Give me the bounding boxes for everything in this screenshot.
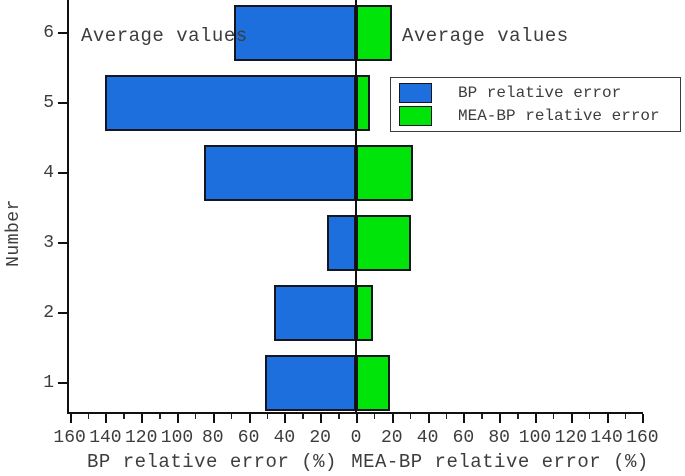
x-tick-label-left-40: 40 [273,428,296,448]
legend: BP relative error MEA-BP relative error [390,77,681,132]
x-major-tick-right-20 [391,414,394,423]
x-tick-label-left-120: 120 [124,428,158,448]
x-major-tick-left-40 [284,414,287,423]
x-minor-tick-left-70 [230,414,233,419]
x-major-tick-right-80 [499,414,502,423]
bar-bp-number-1 [264,355,356,411]
x-tick-label-right-140: 140 [590,428,623,448]
x-major-tick-left-60 [248,414,251,423]
x-tick-label-left-140: 140 [89,428,122,448]
x-minor-tick-left-130 [123,414,125,419]
x-minor-tick-right-50 [445,414,447,419]
y-tick-2 [58,312,67,314]
x-minor-tick-left-150 [87,414,89,419]
x-major-tick-left-140 [105,414,108,423]
x-minor-tick-right-150 [624,414,626,419]
bar-bp-number-5 [105,75,356,131]
bar-mea-bp-number-4 [356,145,414,201]
legend-entry-mea-bp: MEA-BP relative error [399,106,672,126]
bar-bp-number-4 [203,145,356,201]
x-minor-tick-right-30 [409,414,412,419]
x-major-tick-left-160 [69,414,72,423]
bar-bp-number-6 [234,5,356,61]
x-major-tick-left-20 [320,414,323,423]
y-tick-6 [58,32,67,34]
x-minor-tick-left-110 [159,414,161,419]
x-major-tick-left-100 [177,414,179,423]
x-tick-label-left-20: 20 [309,428,331,448]
x-minor-tick-left-10 [338,414,340,419]
legend-label-mea-bp: MEA-BP relative error [458,107,660,125]
y-tick-5 [58,102,67,104]
annotation-average-values-left: Average values [81,25,248,47]
x-tick-label-left-160: 160 [53,428,86,448]
y-tick-label-4: 4 [43,163,54,183]
x-major-tick-right-160 [642,414,645,423]
zero-axis-line [355,0,357,414]
y-tick-1 [58,382,67,384]
x-minor-tick-right-90 [517,414,519,419]
x-major-tick-0 [356,414,358,423]
x-tick-label-right-160: 160 [626,428,659,448]
x-axis-title-left: BP relative error (%) [87,451,337,473]
annotation-average-values-right: Average values [402,25,569,47]
bar-mea-bp-number-3 [356,215,412,271]
x-tick-label-right-60: 60 [452,428,475,448]
legend-entry-bp: BP relative error [399,83,672,103]
x-tick-label-right-80: 80 [488,428,510,448]
x-major-tick-right-120 [570,414,573,423]
x-tick-label-left-60: 60 [237,428,260,448]
bar-mea-bp-number-1 [356,355,390,411]
y-tick-label-3: 3 [43,233,54,253]
legend-swatch-mea-bp [399,106,432,126]
x-minor-tick-left-30 [302,414,304,419]
y-tick-label-2: 2 [43,303,54,323]
x-minor-tick-right-130 [588,414,591,419]
bar-bp-number-2 [273,285,356,341]
x-minor-tick-right-70 [481,414,483,419]
y-tick-3 [58,242,67,244]
x-minor-tick-left-50 [266,414,268,419]
x-major-tick-left-120 [141,414,144,423]
y-tick-label-1: 1 [43,373,54,393]
x-minor-tick-left-90 [194,414,197,419]
x-tick-label-right-120: 120 [554,428,587,448]
bar-bp-number-3 [327,215,356,271]
y-tick-4 [58,172,67,174]
y-axis-line [67,0,69,414]
bar-mea-bp-number-5 [356,75,371,131]
x-minor-tick-right-110 [552,414,555,419]
x-tick-label-right-20: 20 [380,428,403,448]
x-tick-label-zero: 0 [350,428,362,448]
legend-label-bp: BP relative error [458,84,622,102]
y-tick-label-6: 6 [43,23,54,43]
x-major-tick-right-140 [606,414,609,423]
x-major-tick-right-100 [535,414,537,423]
y-axis-title: Number [4,199,24,267]
x-major-tick-right-60 [463,414,466,423]
bar-mea-bp-number-2 [356,285,373,341]
x-major-tick-right-40 [427,414,430,423]
x-minor-tick-right-10 [373,414,376,419]
bar-mea-bp-number-6 [356,5,392,61]
x-major-tick-left-80 [212,414,215,423]
x-tick-label-right-100: 100 [518,428,552,448]
x-tick-label-left-80: 80 [201,428,224,448]
legend-swatch-bp [399,83,432,103]
x-tick-label-right-40: 40 [416,428,439,448]
x-tick-label-left-100: 100 [160,428,194,448]
y-tick-label-5: 5 [43,93,54,113]
x-axis-title-right: MEA-BP relative error (%) [351,451,649,473]
